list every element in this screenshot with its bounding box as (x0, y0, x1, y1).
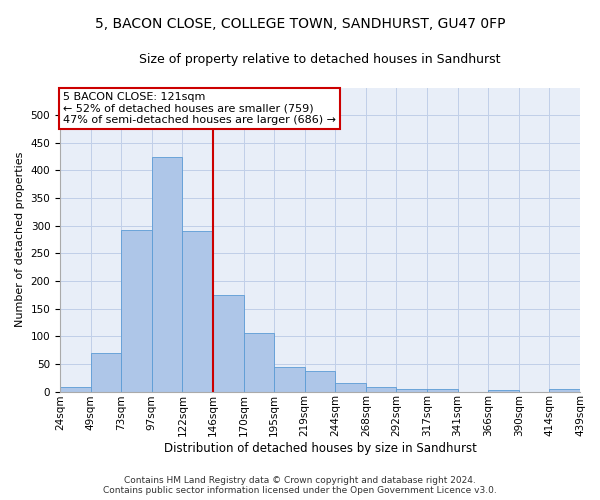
Bar (182, 231, 213, 392)
Bar (427, 390, 458, 392)
Bar (366, 387, 397, 392)
Bar (213, 295, 244, 392)
Bar (335, 382, 366, 392)
Bar (305, 370, 335, 392)
Bar (60, 387, 91, 392)
Y-axis label: Number of detached properties: Number of detached properties (15, 152, 25, 327)
Title: Size of property relative to detached houses in Sandhurst: Size of property relative to detached ho… (139, 52, 501, 66)
X-axis label: Distribution of detached houses by size in Sandhurst: Distribution of detached houses by size … (164, 442, 476, 455)
Text: 5 BACON CLOSE: 121sqm
← 52% of detached houses are smaller (759)
47% of semi-det: 5 BACON CLOSE: 121sqm ← 52% of detached … (62, 92, 335, 126)
Bar (488, 390, 519, 392)
Bar (121, 230, 152, 392)
Text: Contains HM Land Registry data © Crown copyright and database right 2024.
Contai: Contains HM Land Registry data © Crown c… (103, 476, 497, 495)
Text: 5, BACON CLOSE, COLLEGE TOWN, SANDHURST, GU47 0FP: 5, BACON CLOSE, COLLEGE TOWN, SANDHURST,… (95, 18, 505, 32)
Bar (550, 390, 580, 392)
Bar (91, 353, 121, 392)
Bar (152, 156, 182, 392)
Bar (274, 367, 305, 392)
Bar (397, 389, 427, 392)
Bar (244, 334, 274, 392)
